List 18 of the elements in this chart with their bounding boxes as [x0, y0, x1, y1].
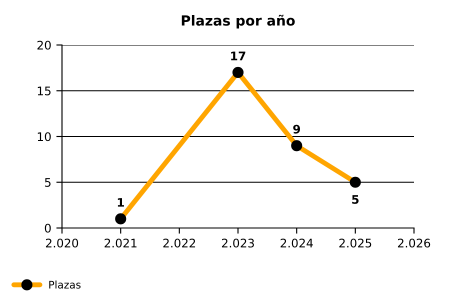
x-tick-label: 2.024 — [280, 238, 313, 248]
data-label: 5 — [352, 195, 359, 204]
x-tick-label: 2.026 — [398, 238, 430, 248]
legend-label: Plazas — [49, 280, 81, 289]
x-tick-label: 2.020 — [46, 238, 78, 248]
y-tick-label: 15 — [38, 86, 51, 96]
y-tick-label: 20 — [37, 40, 51, 50]
x-tick-label: 2.025 — [339, 238, 372, 248]
data-label: 1 — [118, 198, 124, 207]
x-tick-label: 2.022 — [163, 238, 196, 248]
chart-title: Plazas por año — [182, 14, 295, 28]
y-tick-label: 5 — [44, 178, 51, 187]
y-tick-label: 10 — [38, 132, 51, 142]
data-label: 9 — [293, 124, 300, 134]
data-label: 17 — [231, 52, 246, 60]
x-tick-label: 2.021 — [104, 238, 136, 248]
x-tick-label: 2.023 — [222, 238, 254, 248]
y-tick-label: 0 — [44, 224, 51, 233]
